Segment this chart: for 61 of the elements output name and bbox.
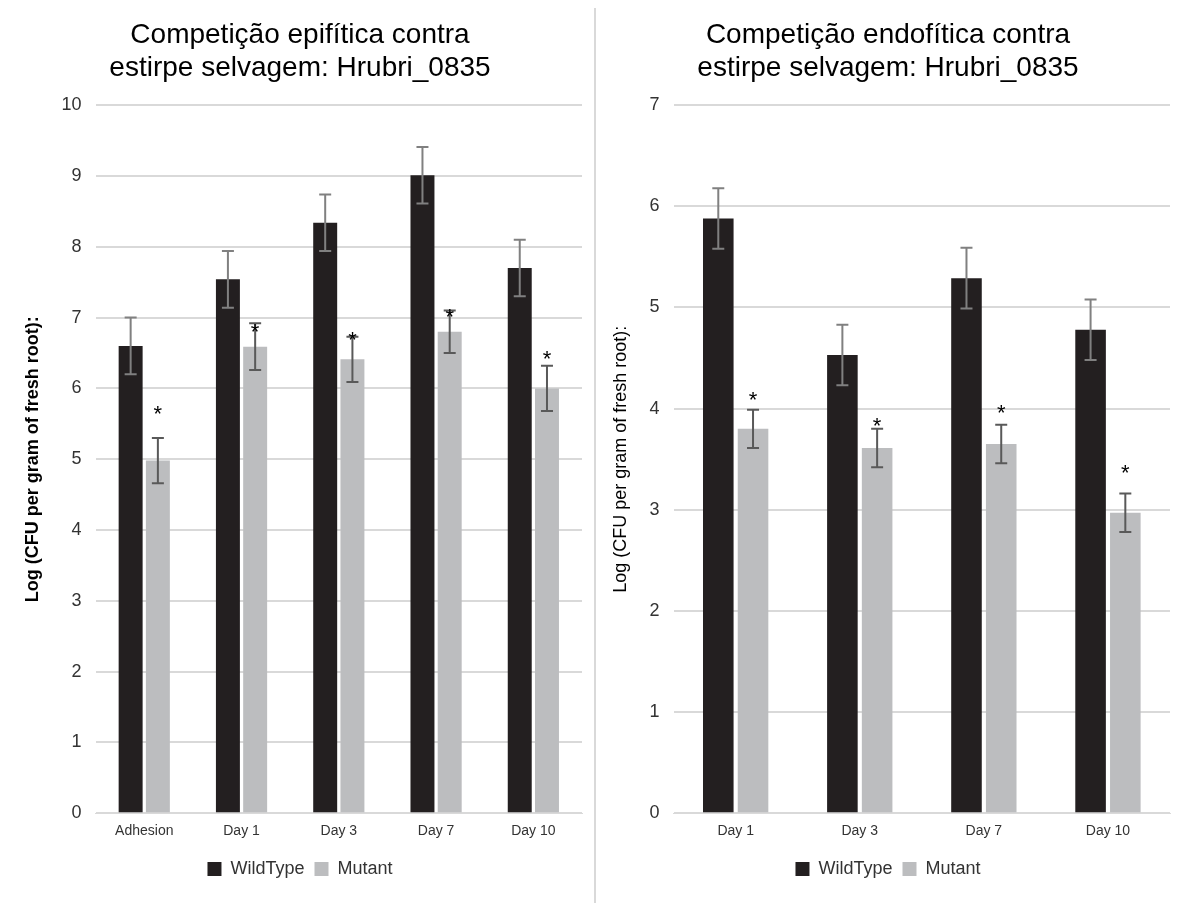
y-tick-label: 1	[71, 731, 82, 752]
y-axis-title: Log (CFU per gram of fresh root):	[609, 325, 630, 593]
bar	[410, 175, 435, 813]
legend-label: WildType	[818, 857, 893, 878]
y-tick-label: 7	[649, 94, 660, 115]
bar	[951, 278, 982, 813]
bar	[243, 346, 268, 813]
x-tick-label: Day 3	[320, 822, 358, 839]
y-tick-label: 3	[71, 589, 82, 610]
annotation: *	[996, 399, 1006, 425]
bar	[313, 222, 338, 813]
y-tick-label: 4	[71, 518, 82, 539]
y-tick-label: 9	[71, 164, 82, 185]
x-tick-label: Day 10	[511, 822, 556, 839]
annotation: *	[542, 346, 552, 372]
y-tick-label: 6	[71, 377, 82, 398]
y-tick-label: 3	[649, 498, 660, 519]
x-tick-label: Day 7	[417, 822, 455, 839]
y-tick-label: 1	[649, 701, 660, 722]
y-tick-label: 5	[71, 448, 82, 469]
annotation: *	[348, 327, 358, 353]
y-tick-label: 6	[649, 195, 660, 216]
y-tick-label: 2	[71, 660, 82, 681]
bar	[145, 460, 170, 813]
x-tick-label: Day 1	[717, 822, 755, 839]
x-tick-label: Day 3	[841, 822, 879, 839]
legend-label: Mutant	[925, 857, 981, 878]
x-tick-label: Adhesion	[115, 822, 174, 839]
legend-label: WildType	[230, 857, 305, 878]
bar	[737, 428, 769, 813]
y-tick-label: 10	[61, 94, 82, 115]
bar	[703, 218, 734, 813]
y-tick-label: 2	[649, 599, 660, 620]
chart-title: Competição endofítica contra estirpe selvagem: Hrubri_0835	[697, 17, 1079, 83]
bar	[535, 388, 559, 813]
annotation: *	[748, 386, 758, 412]
x-tick-label: Day 10	[1085, 822, 1131, 839]
bar	[827, 355, 858, 813]
x-tick-label: Day 1	[223, 822, 261, 839]
y-tick-label: 8	[71, 235, 82, 256]
annotation: *	[153, 400, 163, 426]
annotation: *	[1121, 460, 1131, 486]
bar	[437, 331, 462, 813]
chart-title: Competição epifítica contra estirpe selvagem: Hrubri_0835	[109, 17, 491, 83]
x-tick-label: Day 7	[965, 822, 1003, 839]
bar	[215, 279, 240, 813]
bar	[507, 268, 532, 813]
y-tick-label: 7	[71, 306, 82, 327]
bar	[118, 345, 143, 813]
bar	[1075, 329, 1106, 813]
y-tick-label: 5	[649, 296, 660, 317]
bar	[985, 444, 1017, 813]
bar	[1110, 512, 1141, 813]
annotation: *	[872, 412, 882, 438]
y-tick-label: 0	[71, 802, 82, 823]
y-tick-label: 4	[649, 397, 660, 418]
bar	[340, 359, 365, 813]
y-tick-label: 0	[649, 802, 660, 823]
legend-label: Mutant	[337, 857, 393, 878]
y-axis-title: Log (CFU per gram of fresh root):	[21, 316, 42, 603]
bar	[861, 448, 893, 813]
